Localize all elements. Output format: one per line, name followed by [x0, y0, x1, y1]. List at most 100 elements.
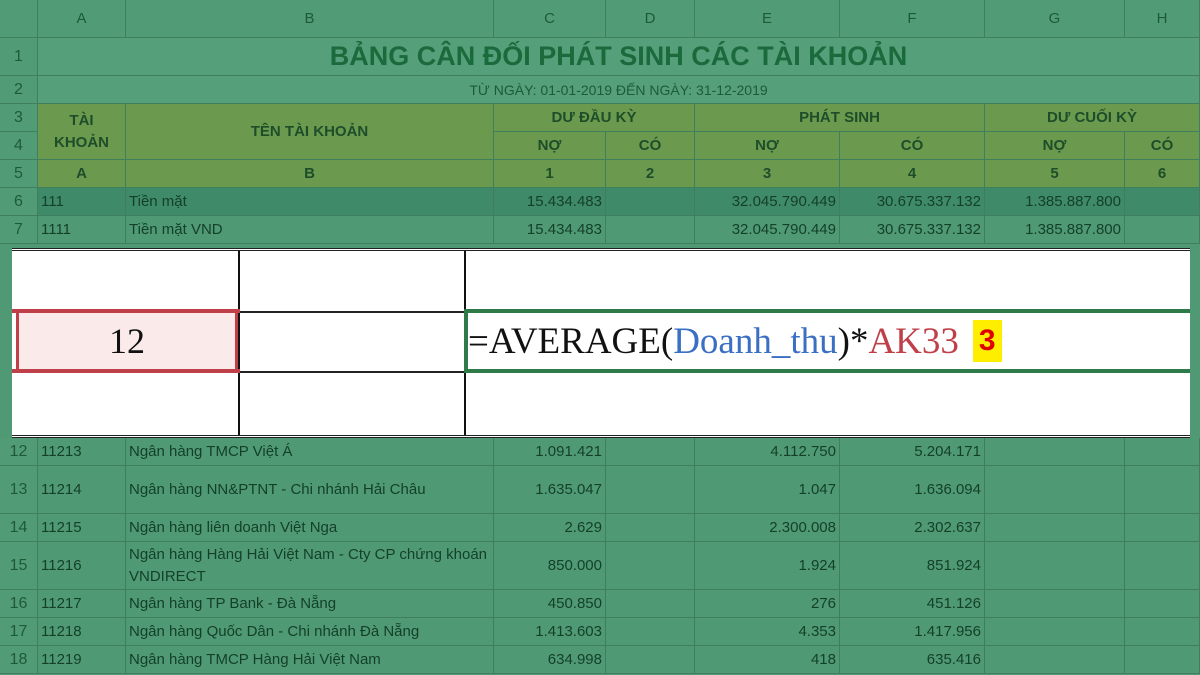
amount-cell[interactable]: 5.204.171 — [840, 438, 985, 466]
column-header-A[interactable]: A — [38, 0, 126, 38]
header-code: B — [126, 160, 494, 188]
empty-cell[interactable] — [1125, 542, 1200, 590]
account-code[interactable]: 1111 — [38, 216, 126, 244]
amount-cell[interactable]: 32.045.790.449 — [695, 216, 840, 244]
row-header[interactable]: 17 — [0, 618, 38, 646]
amount-cell[interactable] — [985, 438, 1125, 466]
row-header[interactable]: 1 — [0, 38, 38, 76]
row-header[interactable]: 7 — [0, 216, 38, 244]
account-code[interactable]: 11218 — [38, 618, 126, 646]
amount-cell[interactable]: 1.417.956 — [840, 618, 985, 646]
row-header[interactable]: 4 — [0, 132, 38, 160]
amount-cell[interactable] — [606, 438, 695, 466]
row-header[interactable]: 3 — [0, 104, 38, 132]
amount-cell[interactable] — [606, 542, 695, 590]
amount-cell[interactable]: 2.629 — [494, 514, 606, 542]
empty-cell[interactable] — [1125, 618, 1200, 646]
amount-cell[interactable]: 634.998 — [494, 646, 606, 674]
row-header[interactable]: 16 — [0, 590, 38, 618]
column-header-H[interactable]: H — [1125, 0, 1200, 38]
account-code[interactable]: 11219 — [38, 646, 126, 674]
amount-cell[interactable]: 850.000 — [494, 542, 606, 590]
amount-cell[interactable] — [985, 542, 1125, 590]
amount-cell[interactable] — [606, 618, 695, 646]
header-no: NỢ — [695, 132, 840, 160]
account-code[interactable]: 11213 — [38, 438, 126, 466]
amount-cell[interactable] — [606, 646, 695, 674]
formula-cell[interactable]: =AVERAGE(Doanh_thu)* AK33 3 — [464, 309, 1190, 373]
account-name[interactable]: Ngân hàng TMCP Việt Á — [126, 438, 494, 466]
empty-cell[interactable] — [1125, 216, 1200, 244]
empty-cell[interactable] — [1125, 590, 1200, 618]
amount-cell[interactable] — [606, 188, 695, 216]
column-header-C[interactable]: C — [494, 0, 606, 38]
row-header[interactable]: 13 — [0, 466, 38, 514]
empty-cell[interactable] — [1125, 466, 1200, 514]
amount-cell[interactable] — [985, 646, 1125, 674]
amount-cell[interactable] — [606, 514, 695, 542]
amount-cell[interactable]: 1.413.603 — [494, 618, 606, 646]
amount-cell[interactable] — [606, 590, 695, 618]
row-header[interactable]: 6 — [0, 188, 38, 216]
amount-cell[interactable]: 2.302.637 — [840, 514, 985, 542]
row-header[interactable]: 18 — [0, 646, 38, 674]
amount-cell[interactable] — [606, 466, 695, 514]
account-name[interactable]: Tiền mặt VND — [126, 216, 494, 244]
amount-cell[interactable]: 1.636.094 — [840, 466, 985, 514]
amount-cell[interactable]: 450.850 — [494, 590, 606, 618]
amount-cell[interactable] — [985, 590, 1125, 618]
amount-cell[interactable]: 2.300.008 — [695, 514, 840, 542]
amount-cell[interactable]: 30.675.337.132 — [840, 216, 985, 244]
amount-cell[interactable] — [606, 216, 695, 244]
account-name[interactable]: Ngân hàng Hàng Hải Việt Nam - Cty CP chứ… — [126, 542, 494, 590]
empty-cell[interactable] — [1125, 188, 1200, 216]
column-header-D[interactable]: D — [606, 0, 695, 38]
amount-cell[interactable]: 32.045.790.449 — [695, 188, 840, 216]
amount-cell[interactable]: 15.434.483 — [494, 188, 606, 216]
column-header-B[interactable]: B — [126, 0, 494, 38]
amount-cell[interactable] — [985, 618, 1125, 646]
row-header[interactable]: 2 — [0, 76, 38, 104]
amount-cell[interactable]: 1.047 — [695, 466, 840, 514]
empty-cell[interactable] — [1125, 646, 1200, 674]
account-code[interactable]: 11217 — [38, 590, 126, 618]
amount-cell[interactable] — [985, 514, 1125, 542]
row-header[interactable]: 14 — [0, 514, 38, 542]
account-name[interactable]: Ngân hàng TMCP Hàng Hải Việt Nam — [126, 646, 494, 674]
amount-cell[interactable]: 451.126 — [840, 590, 985, 618]
empty-cell[interactable] — [1125, 514, 1200, 542]
select-all-corner[interactable] — [0, 0, 38, 38]
account-code[interactable]: 11215 — [38, 514, 126, 542]
account-name[interactable]: Ngân hàng TP Bank - Đà Nẵng — [126, 590, 494, 618]
empty-cell[interactable] — [1125, 438, 1200, 466]
account-code[interactable]: 11214 — [38, 466, 126, 514]
amount-cell[interactable] — [985, 466, 1125, 514]
amount-cell[interactable]: 4.112.750 — [695, 438, 840, 466]
amount-cell[interactable]: 635.416 — [840, 646, 985, 674]
amount-cell[interactable]: 276 — [695, 590, 840, 618]
amount-cell[interactable]: 1.091.421 — [494, 438, 606, 466]
column-header-F[interactable]: F — [840, 0, 985, 38]
row-header[interactable]: 12 — [0, 438, 38, 466]
column-header-E[interactable]: E — [695, 0, 840, 38]
amount-cell[interactable]: 851.924 — [840, 542, 985, 590]
amount-cell[interactable]: 4.353 — [695, 618, 840, 646]
column-header-G[interactable]: G — [985, 0, 1125, 38]
account-name[interactable]: Ngân hàng NN&PTNT - Chi nhánh Hải Châu — [126, 466, 494, 514]
row-header[interactable]: 5 — [0, 160, 38, 188]
header-code: 4 — [840, 160, 985, 188]
row-header[interactable]: 15 — [0, 542, 38, 590]
amount-cell[interactable]: 15.434.483 — [494, 216, 606, 244]
amount-cell[interactable]: 30.675.337.132 — [840, 188, 985, 216]
amount-cell[interactable]: 1.635.047 — [494, 466, 606, 514]
account-name[interactable]: Ngân hàng liên doanh Việt Nga — [126, 514, 494, 542]
account-name[interactable]: Tiền mặt — [126, 188, 494, 216]
account-code[interactable]: 111 — [38, 188, 126, 216]
account-name[interactable]: Ngân hàng Quốc Dân - Chi nhánh Đà Nẵng — [126, 618, 494, 646]
amount-cell[interactable]: 1.924 — [695, 542, 840, 590]
referenced-cell[interactable]: 12 — [16, 313, 238, 369]
amount-cell[interactable]: 1.385.887.800 — [985, 188, 1125, 216]
amount-cell[interactable]: 1.385.887.800 — [985, 216, 1125, 244]
amount-cell[interactable]: 418 — [695, 646, 840, 674]
account-code[interactable]: 11216 — [38, 542, 126, 590]
